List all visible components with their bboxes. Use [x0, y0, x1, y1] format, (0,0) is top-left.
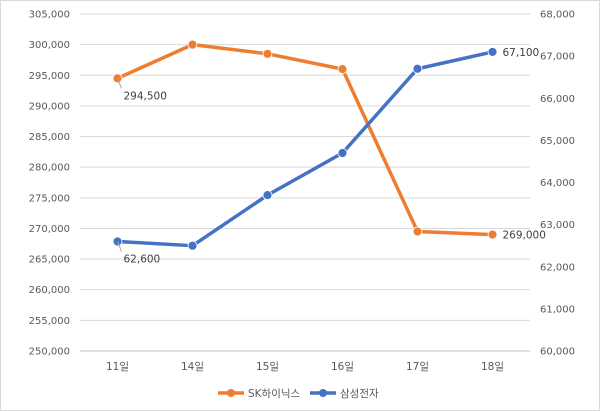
data-point — [487, 47, 498, 57]
left-axis-tick-label: 250,000 — [29, 347, 70, 358]
data-point — [262, 48, 273, 59]
legend: SK하이닉스 삼성전자 — [218, 387, 379, 400]
right-axis-tick-label: 67,000 — [540, 52, 575, 63]
right-axis-tick-label: 62,000 — [540, 262, 575, 273]
data-label: 269,000 — [503, 230, 546, 242]
series-line-2 — [115, 50, 495, 248]
left-axis-tick-label: 265,000 — [29, 255, 70, 266]
x-axis-tick-label: 15일 — [256, 360, 279, 373]
right-axis-tick-label: 68,000 — [540, 10, 575, 21]
x-axis-tick-label: 16일 — [331, 360, 354, 373]
data-point — [187, 39, 198, 50]
data-point — [412, 226, 423, 237]
leader-line — [117, 241, 122, 252]
left-axis-tick-label: 260,000 — [29, 285, 70, 296]
data-labels: 294,500 269,000 62,600 67,100 — [117, 47, 546, 265]
legend-swatch-marker — [227, 389, 235, 397]
left-axis-tick-label: 275,000 — [29, 193, 70, 204]
gridlines — [80, 13, 530, 352]
right-axis-ticks: 60,000 61,000 62,000 63,000 64,000 65,000 66,0… — [540, 10, 575, 358]
left-axis-tick-label: 285,000 — [29, 132, 70, 143]
data-label: 62,600 — [124, 253, 161, 265]
data-label: 294,500 — [124, 90, 167, 102]
series-line-1 — [115, 42, 495, 237]
series-layer — [112, 39, 498, 251]
data-point — [412, 63, 423, 74]
right-axis-tick-label: 61,000 — [540, 304, 575, 315]
data-point — [262, 190, 273, 201]
legend-label: SK하이닉스 — [248, 387, 301, 400]
legend-swatch-marker — [319, 389, 327, 397]
data-point — [487, 229, 498, 240]
left-axis-tick-label: 305,000 — [29, 10, 70, 21]
data-point — [187, 240, 198, 251]
left-axis-ticks: 250,000 255,000 260,000 265,000 270,000 275,0… — [29, 10, 70, 358]
left-axis-tick-label: 300,000 — [29, 40, 70, 51]
data-point — [337, 148, 348, 158]
x-axis-tick-label: 14일 — [181, 360, 204, 373]
left-axis-tick-label: 270,000 — [29, 224, 70, 235]
left-axis-tick-label: 280,000 — [29, 163, 70, 174]
x-axis-tick-label: 17일 — [406, 360, 429, 373]
left-axis-tick-label: 255,000 — [29, 316, 70, 327]
x-axis-ticks: 11일 14일 15일 16일 17일 18일 — [106, 360, 504, 373]
right-axis-tick-label: 66,000 — [540, 94, 575, 105]
right-axis-tick-label: 64,000 — [540, 178, 575, 189]
x-axis-tick-label: 11일 — [106, 360, 129, 373]
leader-line — [117, 78, 122, 89]
left-axis-tick-label: 290,000 — [29, 101, 70, 112]
legend-label: 삼성전자 — [340, 388, 379, 400]
data-point — [337, 64, 348, 75]
x-axis-tick-label: 18일 — [481, 360, 504, 373]
data-label: 67,100 — [503, 47, 540, 59]
right-axis-tick-label: 60,000 — [540, 347, 575, 358]
left-axis-tick-label: 295,000 — [29, 71, 70, 82]
right-axis-tick-label: 63,000 — [540, 220, 575, 231]
right-axis-tick-label: 65,000 — [540, 136, 575, 147]
